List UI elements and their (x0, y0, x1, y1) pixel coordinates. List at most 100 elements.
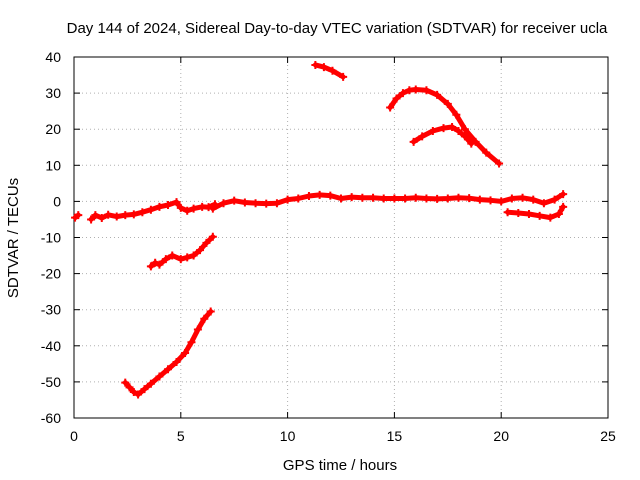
data-point (529, 195, 538, 204)
data-point (283, 195, 292, 204)
data-point (230, 196, 239, 205)
data-point (518, 193, 527, 202)
data-point (134, 390, 143, 399)
data-point (202, 238, 211, 247)
data-point (189, 204, 198, 213)
data-point (411, 193, 420, 202)
data-point (452, 110, 461, 119)
data-point (454, 193, 463, 202)
series-s2 (88, 199, 218, 222)
data-point (146, 262, 155, 271)
data-point (369, 193, 378, 202)
y-tick-label: 20 (45, 121, 61, 137)
data-point (208, 232, 217, 241)
data-point (337, 194, 345, 203)
data-point (181, 349, 190, 358)
data-point (74, 211, 83, 220)
data-point (163, 365, 172, 374)
y-tick-label: 40 (45, 49, 61, 65)
data-point (176, 255, 185, 264)
y-tick-label: -40 (41, 338, 61, 354)
data-point (189, 251, 198, 260)
data-point (439, 124, 448, 133)
data-point (497, 197, 506, 206)
data-point (507, 194, 516, 203)
data-point (409, 137, 418, 146)
data-point (392, 94, 401, 103)
data-point (411, 85, 420, 94)
data-point (443, 194, 452, 203)
x-tick-label: 25 (600, 428, 616, 444)
y-tick-label: -10 (41, 230, 61, 246)
y-tick-label: -50 (41, 374, 61, 390)
data-point (328, 66, 337, 75)
series-s3 (210, 191, 566, 212)
data-point (163, 201, 172, 210)
data-point (304, 191, 313, 200)
x-tick-label: 10 (280, 428, 296, 444)
data-point (294, 194, 303, 203)
data-point (200, 314, 209, 323)
y-tick-label: -60 (41, 410, 61, 426)
data-point (535, 211, 544, 220)
data-point (251, 199, 260, 208)
data-point (240, 198, 249, 207)
data-point (465, 194, 474, 203)
data-point (539, 199, 548, 208)
x-tick-label: 5 (177, 428, 185, 444)
data-point (460, 125, 469, 134)
data-point (514, 208, 523, 217)
data-point (347, 193, 356, 202)
data-point (172, 358, 181, 367)
data-point (97, 214, 106, 223)
x-axis-label: GPS time / hours (283, 457, 397, 474)
grid (74, 57, 608, 418)
x-tick-label: 20 (493, 428, 509, 444)
data-point (433, 90, 442, 99)
data-point (161, 255, 170, 264)
data-point (168, 251, 177, 260)
data-point (172, 198, 181, 207)
data-point (129, 388, 138, 397)
y-tick-label: -20 (41, 266, 61, 282)
data-point (146, 379, 155, 388)
data-point (206, 307, 215, 316)
data-point (448, 123, 457, 132)
data-point (183, 206, 192, 215)
data-point (196, 246, 205, 255)
data-point (482, 148, 491, 157)
data-point (315, 190, 324, 199)
data-point (219, 199, 228, 208)
data-point (187, 338, 196, 347)
data-point (559, 190, 568, 199)
data-point (176, 203, 185, 212)
data-point (121, 211, 130, 220)
chart-title: Day 144 of 2024, Sidereal Day-to-day VTE… (67, 20, 608, 37)
data-point (475, 195, 484, 204)
data-point (524, 210, 533, 219)
data-point (422, 86, 431, 95)
axis-ticks: 0 5 10 15 20 25 -60 -50 -40 -30 -20 -10 0 10 20 30 40 (41, 49, 616, 444)
data-point (91, 211, 100, 220)
data-point (428, 127, 437, 136)
data-point (559, 202, 568, 211)
data-point (401, 194, 410, 203)
x-tick-label: 0 (70, 428, 78, 444)
data-point (339, 72, 348, 81)
data-point (311, 60, 320, 69)
data-point (138, 208, 147, 217)
data-point (503, 208, 512, 217)
data-point (379, 194, 388, 203)
data-point (358, 193, 367, 202)
data-point (467, 139, 476, 148)
data-point (418, 132, 427, 141)
data-point (112, 212, 121, 221)
data-point (146, 205, 155, 214)
data-point (495, 159, 504, 168)
data-point (319, 63, 328, 72)
data-point (208, 204, 217, 213)
data-point (87, 215, 96, 224)
data-point (386, 103, 395, 112)
data-point (550, 195, 559, 204)
